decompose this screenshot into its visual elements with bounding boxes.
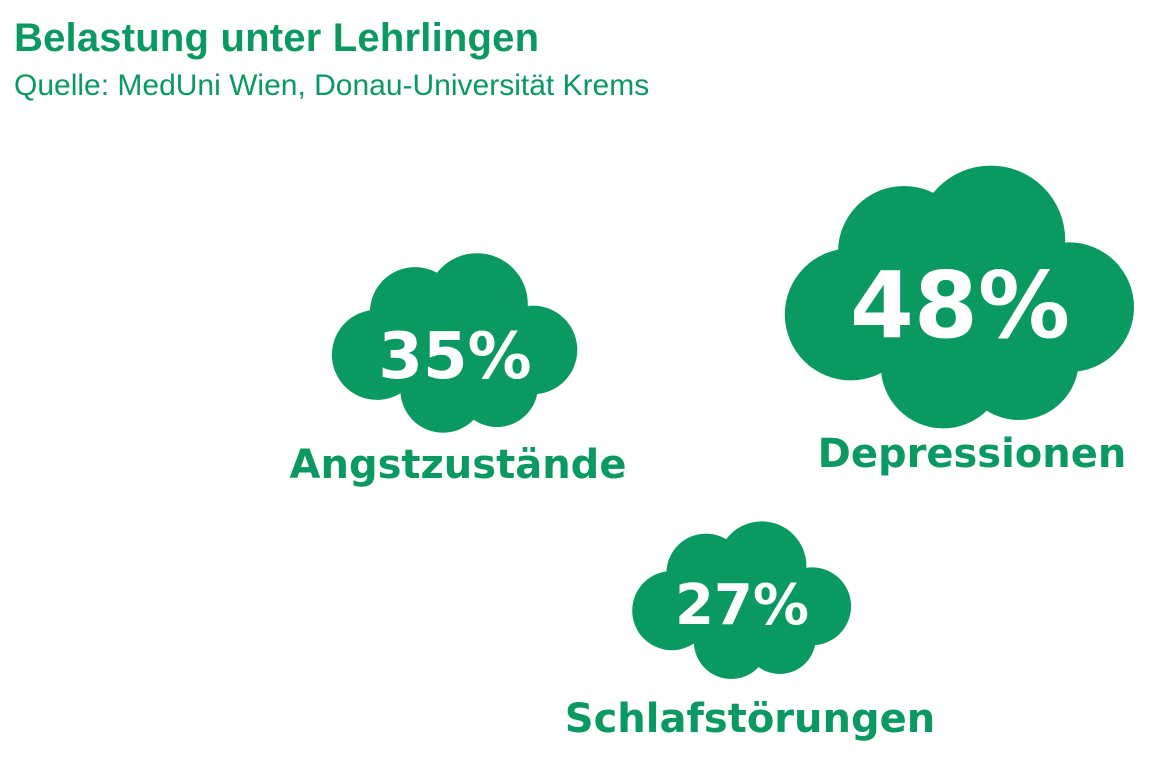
cloud-group-sleep: 27% Schlafstörungen	[565, 521, 935, 742]
cloud-label-sleep: Schlafstörungen	[565, 696, 935, 742]
cloud-label-angst: Angstzustände	[290, 442, 627, 488]
cloud-value-depression: 48%	[850, 252, 1070, 359]
chart-title: Belastung unter Lehrlingen	[14, 16, 540, 60]
cloud-group-depression: 48% Depressionen	[784, 165, 1134, 477]
cloud-value-sleep: 27%	[675, 573, 809, 638]
cloud-shape-angst	[331, 253, 578, 433]
cloud-label-depression: Depressionen	[818, 431, 1127, 477]
cloud-lobe-sleep-6	[691, 555, 793, 656]
cloud-value-angst: 35%	[378, 320, 531, 394]
cloud-shape-depression	[784, 165, 1134, 429]
cloud-shape-sleep	[632, 521, 852, 679]
cloud-lobe-depression-6	[876, 222, 1044, 390]
chart-subtitle: Quelle: MedUni Wien, Donau-Universität K…	[14, 69, 650, 102]
cloud-lobe-angst-6	[397, 291, 513, 407]
cloud-group-angst: 35% Angstzustände	[290, 253, 627, 488]
chart-header: Belastung unter Lehrlingen Quelle: MedUn…	[14, 10, 649, 106]
